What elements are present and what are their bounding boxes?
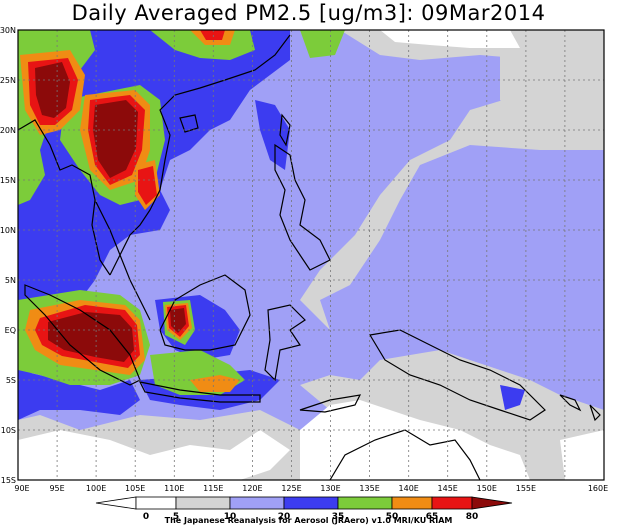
lat-label: 5S [6, 376, 16, 385]
colorbar-ticks: 0 5 10 20 35 50 65 80 [143, 512, 478, 522]
lon-label: 110E [164, 484, 184, 493]
coast-india-burma [18, 119, 111, 276]
darkred-region-indochina [93, 100, 138, 178]
lat-label: 25N [0, 76, 16, 85]
coast-islands [559, 394, 601, 422]
lon-label: 100E [86, 484, 106, 493]
orange-region-java [190, 375, 240, 392]
lat-label: 10N [0, 226, 16, 235]
lon-label: 155E [516, 484, 536, 493]
colorbar-tick: 20 [278, 512, 291, 522]
coast-sulawesi [264, 304, 306, 382]
lon-label: 160E [588, 484, 608, 493]
colorbar-bin [95, 496, 137, 510]
white-region-sw [18, 430, 290, 480]
coastlines [18, 34, 601, 480]
coast-malay-peninsula [94, 199, 151, 321]
lon-label: 120E [242, 484, 262, 493]
green-region-east [300, 30, 345, 58]
colorbar-bin [175, 496, 231, 510]
blue-region-sumatra [18, 370, 140, 420]
lon-label: 125E [281, 484, 301, 493]
coast-taiwan [279, 113, 291, 147]
coast-australia [329, 429, 481, 480]
lat-label: 30N [0, 26, 16, 35]
lon-labels: 90E 95E 100E 105E 110E 115E 120E 125E 13… [14, 484, 608, 493]
red-region-cambodia [138, 166, 157, 205]
coast-borneo [159, 274, 251, 351]
colorbar [95, 496, 513, 510]
concentration-field [18, 30, 604, 480]
map-title: Daily Averaged PM2.5 [ug/m3]: 09Mar2014 [71, 1, 546, 25]
lat-label: 15N [0, 176, 16, 185]
colorbar-tick: 10 [224, 512, 237, 522]
colorbar-bin [337, 496, 393, 510]
lat-label: 15S [1, 476, 16, 485]
lon-label: 105E [125, 484, 145, 493]
white-region-north [380, 30, 520, 48]
lon-label: 140E [399, 484, 419, 493]
coast-hainan [179, 114, 199, 133]
colorbar-bin [229, 496, 285, 510]
colorbar-tick: 0 [143, 512, 149, 522]
lon-label: 130E [320, 484, 340, 493]
colorbar-tick: 50 [386, 512, 399, 522]
red-region-china [200, 30, 225, 40]
colorbar-tick: 5 [173, 512, 179, 522]
colorbar-tick: 80 [466, 512, 479, 522]
map-frame [17, 29, 605, 481]
coast-philippines [274, 143, 331, 271]
darkred-region-sumatra [48, 312, 134, 362]
white-region-se [560, 430, 604, 480]
blue-region-pacific [500, 385, 525, 410]
lon-label: 135E [359, 484, 379, 493]
white-region-s1 [300, 400, 530, 480]
lat-label: EQ [5, 326, 16, 335]
lat-label: 10S [1, 426, 16, 435]
coast-java [138, 381, 261, 403]
coast-new-guinea [369, 329, 546, 421]
lon-label: 95E [49, 484, 64, 493]
lat-label: 20N [0, 126, 16, 135]
coast-sumatra [24, 284, 141, 386]
darkred-region-india [35, 62, 70, 118]
colorbar-tick: 35 [332, 512, 345, 522]
coast-indochina [109, 34, 291, 276]
colorbar-bin [283, 496, 339, 510]
lon-label: 90E [14, 484, 29, 493]
lon-label: 150E [477, 484, 497, 493]
lat-labels: 30N 25N 20N 15N 10N 5N EQ 5S 10S 15S [0, 26, 16, 485]
lon-label: 145E [438, 484, 458, 493]
lat-label: 5N [5, 276, 16, 285]
credit-line: The Japanese Reanalysis for Aerosol (JRA… [164, 516, 453, 525]
lon-label: 115E [203, 484, 223, 493]
graticule [18, 30, 604, 480]
coast-timor [299, 394, 362, 413]
colorbar-bin [431, 496, 473, 510]
colorbar-bin [135, 496, 177, 510]
colorbar-bin [471, 496, 513, 510]
colorbar-bin [391, 496, 433, 510]
colorbar-tick: 65 [426, 512, 439, 522]
gray-region-ne [18, 30, 604, 480]
